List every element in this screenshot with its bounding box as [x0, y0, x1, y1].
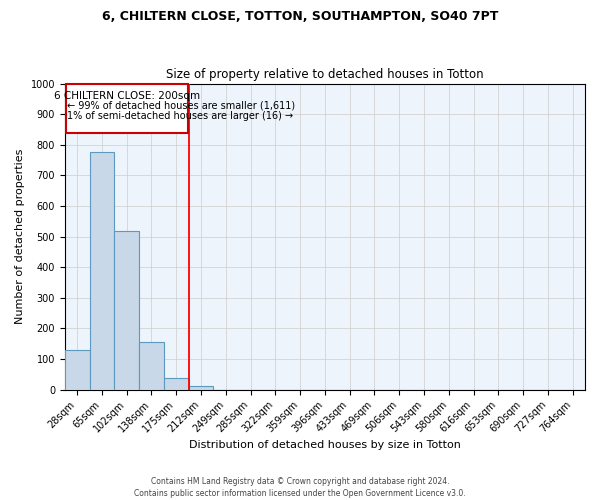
Title: Size of property relative to detached houses in Totton: Size of property relative to detached ho…: [166, 68, 484, 81]
Y-axis label: Number of detached properties: Number of detached properties: [15, 149, 25, 324]
Text: ← 99% of detached houses are smaller (1,611): ← 99% of detached houses are smaller (1,…: [67, 100, 295, 110]
Bar: [188, 386, 214, 390]
FancyBboxPatch shape: [66, 84, 188, 132]
Text: 6, CHILTERN CLOSE, TOTTON, SOUTHAMPTON, SO40 7PT: 6, CHILTERN CLOSE, TOTTON, SOUTHAMPTON, …: [102, 10, 498, 23]
Bar: [139, 342, 164, 390]
Bar: [89, 152, 115, 390]
Bar: [115, 230, 139, 390]
Text: 6 CHILTERN CLOSE: 200sqm: 6 CHILTERN CLOSE: 200sqm: [54, 91, 200, 101]
Text: Contains HM Land Registry data © Crown copyright and database right 2024.
Contai: Contains HM Land Registry data © Crown c…: [134, 476, 466, 498]
X-axis label: Distribution of detached houses by size in Totton: Distribution of detached houses by size …: [189, 440, 461, 450]
Text: 1% of semi-detached houses are larger (16) →: 1% of semi-detached houses are larger (1…: [67, 111, 293, 121]
Bar: [65, 350, 89, 390]
Bar: [164, 378, 188, 390]
